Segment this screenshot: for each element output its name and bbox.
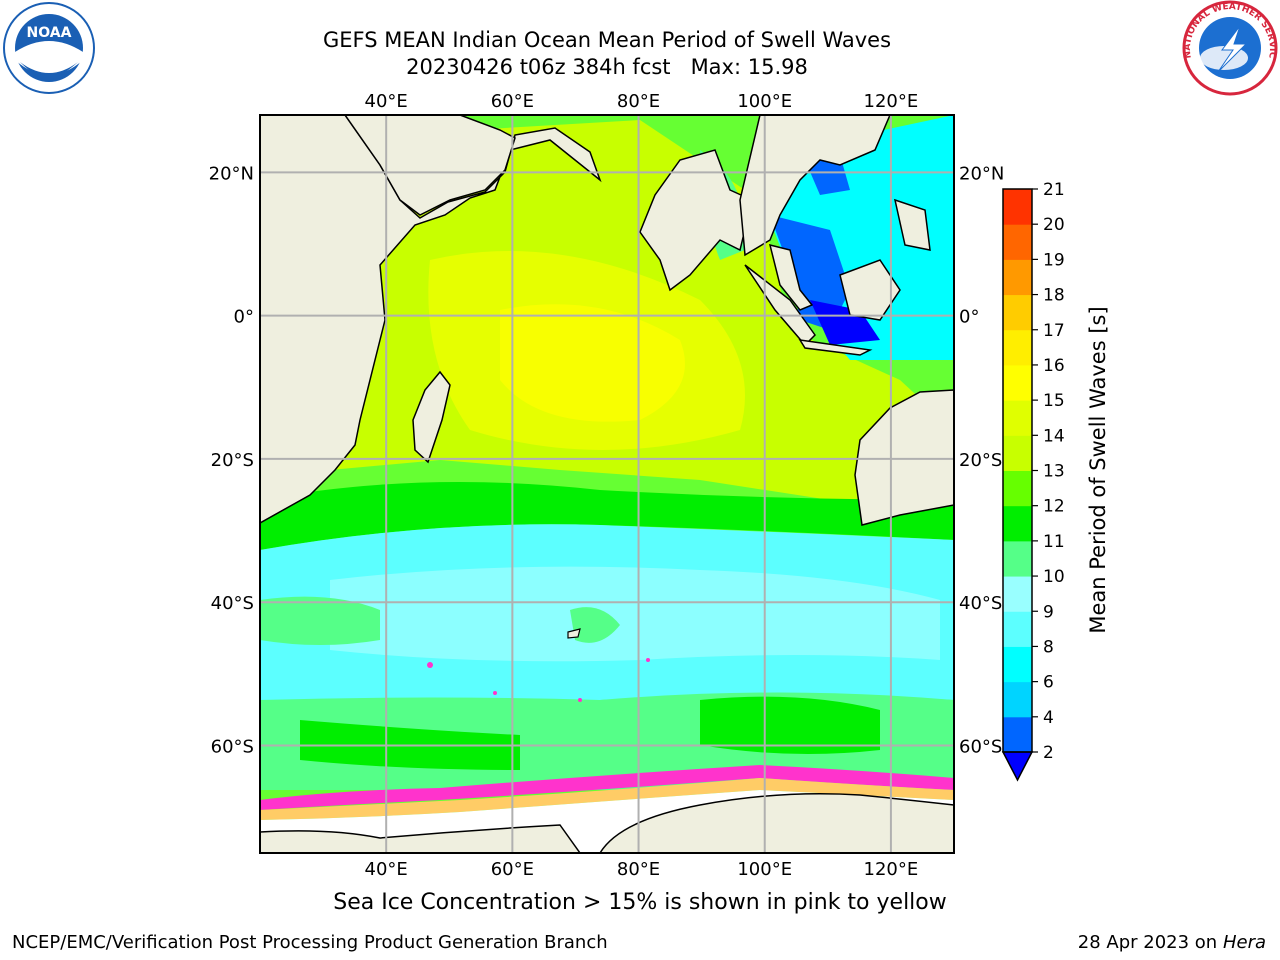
map-panel: 40°E 40°E 60°E 60°E 80°E 80°E 100°E 100°E 120°E 1… bbox=[209, 91, 1005, 880]
colorbar-extend-arrow bbox=[1001, 751, 1034, 782]
sea-ice-note: Sea Ice Concentration > 15% is shown in … bbox=[333, 890, 947, 915]
lon-label-bottom: 40°E bbox=[365, 859, 408, 880]
colorbar-bin bbox=[1003, 505, 1032, 542]
colorbar-bin bbox=[1003, 400, 1032, 436]
chart-title-line2: 20230426 t06z 384h fcst Max: 15.98 bbox=[406, 55, 808, 79]
colorbar-bin bbox=[1003, 611, 1032, 647]
lat-label-right: 20°S bbox=[959, 450, 1002, 471]
lat-label-right: 0° bbox=[959, 307, 979, 328]
lon-label-top: 80°E bbox=[617, 91, 660, 112]
colorbar-bin bbox=[1003, 259, 1032, 296]
colorbar-tick-label: 10 bbox=[1043, 567, 1065, 587]
colorbar-tick-label: 14 bbox=[1043, 426, 1065, 446]
colorbar-bin bbox=[1003, 189, 1032, 225]
date-stamp: 28 Apr 2023 on Hera bbox=[1078, 932, 1266, 953]
nws-logo: NATIONAL WEATHER SERVICE bbox=[0, 0, 1278, 96]
lat-label-left: 40°S bbox=[211, 593, 254, 614]
colorbar-bin bbox=[1003, 435, 1032, 471]
lon-label-top: 60°E bbox=[491, 91, 534, 112]
host-name: Hera bbox=[1222, 932, 1266, 953]
map-frame bbox=[259, 114, 955, 854]
colorbar-bin bbox=[1003, 646, 1032, 683]
colorbar-bin bbox=[1003, 224, 1032, 260]
lat-label-left: 20°N bbox=[209, 163, 254, 184]
lon-label-bottom: 100°E bbox=[737, 859, 792, 880]
colorbar-tick-label: 18 bbox=[1043, 286, 1065, 306]
colorbar-tick-label: 12 bbox=[1043, 497, 1065, 517]
lon-label-top: 120°E bbox=[864, 91, 919, 112]
lon-label-bottom: 120°E bbox=[864, 859, 919, 880]
lon-label-bottom: 60°E bbox=[491, 859, 534, 880]
colorbar-tick-label: 21 bbox=[1043, 180, 1065, 200]
colorbar-tick-label: 9 bbox=[1043, 602, 1054, 622]
colorbar-bin bbox=[1003, 681, 1032, 718]
colorbar-tick-label: 11 bbox=[1043, 532, 1065, 552]
lat-label-left: 60°S bbox=[211, 737, 254, 758]
colorbar-tick-label: 6 bbox=[1043, 673, 1054, 693]
chart-title-line1: GEFS MEAN Indian Ocean Mean Period of Sw… bbox=[322, 28, 892, 52]
lat-label-right: 60°S bbox=[959, 737, 1002, 758]
lat-label-left: 20°S bbox=[211, 450, 254, 471]
colorbar-tick-label: 2 bbox=[1043, 743, 1054, 763]
lon-label-top: 40°E bbox=[365, 91, 408, 112]
colorbar-bin bbox=[1003, 540, 1032, 577]
graticule bbox=[260, 115, 954, 853]
colorbar-tick-label: 16 bbox=[1043, 356, 1065, 376]
colorbar-bin bbox=[1003, 716, 1032, 753]
noaa-logo: NOAA bbox=[3, 2, 95, 94]
lat-label-right: 20°N bbox=[959, 163, 1004, 184]
lon-label-top: 100°E bbox=[737, 91, 792, 112]
colorbar: 21 20 19 18 17 16 15 14 13 12 11 10 9 8 6 4 2 bbox=[1001, 180, 1065, 782]
nws-logo-text: NATIONAL WEATHER SERVICE bbox=[0, 0, 1277, 59]
noaa-logo-text: NOAA bbox=[27, 25, 72, 41]
colorbar-tick-label: 4 bbox=[1043, 708, 1054, 728]
lat-label-left: 0° bbox=[234, 307, 254, 328]
colorbar-bin bbox=[1003, 364, 1032, 401]
colorbar-tick-label: 8 bbox=[1043, 637, 1054, 657]
lon-label-bottom: 80°E bbox=[617, 859, 660, 880]
colorbar-bin bbox=[1003, 576, 1032, 612]
date-text: 28 Apr 2023 on bbox=[1077, 932, 1223, 953]
colorbar-bin bbox=[1003, 294, 1032, 331]
colorbar-tick-label: 20 bbox=[1043, 215, 1065, 235]
colorbar-tick-label: 13 bbox=[1043, 462, 1065, 482]
colorbar-tick-label: 19 bbox=[1043, 250, 1065, 270]
geo-labels: 40°E 40°E 60°E 60°E 80°E 80°E 100°E 100°E 120°E 1… bbox=[209, 91, 1005, 880]
credit-text: NCEP/EMC/Verification Post Processing Pr… bbox=[12, 932, 608, 953]
colorbar-tick-label: 17 bbox=[1043, 321, 1065, 341]
colorbar-bin bbox=[1003, 470, 1032, 507]
lat-label-right: 40°S bbox=[959, 593, 1002, 614]
colorbar-tick-label: 15 bbox=[1043, 391, 1065, 411]
colorbar-bin bbox=[1003, 329, 1032, 366]
